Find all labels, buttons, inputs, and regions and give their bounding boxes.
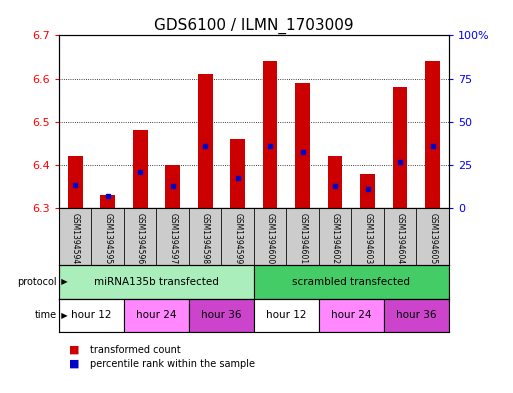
Bar [351,208,384,265]
Bar [124,208,156,265]
Bar [230,139,245,208]
Title: GDS6100 / ILMN_1703009: GDS6100 / ILMN_1703009 [154,18,354,34]
Text: GSM1394595: GSM1394595 [103,213,112,264]
Bar [319,208,351,265]
Text: time: time [34,310,56,320]
Text: ▶: ▶ [56,277,68,286]
Bar [101,195,115,208]
Text: percentile rank within the sample: percentile rank within the sample [90,358,255,369]
Bar [417,208,449,265]
Text: ▶: ▶ [56,311,68,320]
Bar [222,208,254,265]
Bar [384,299,449,332]
Bar [254,299,319,332]
Bar [263,61,278,208]
Bar [189,208,222,265]
Bar [91,208,124,265]
Bar [360,174,375,208]
Bar [59,299,124,332]
Text: hour 12: hour 12 [266,310,307,320]
Bar [425,61,440,208]
Text: hour 12: hour 12 [71,310,112,320]
Bar [328,156,343,208]
Bar [254,265,449,299]
Text: hour 24: hour 24 [136,310,176,320]
Text: transformed count: transformed count [90,345,181,355]
Text: GSM1394600: GSM1394600 [266,213,274,264]
Bar [189,299,254,332]
Text: GSM1394597: GSM1394597 [168,213,177,264]
Text: hour 36: hour 36 [201,310,242,320]
Text: protocol: protocol [17,277,56,287]
Bar [295,83,310,208]
Text: miRNA135b transfected: miRNA135b transfected [94,277,219,287]
Bar [59,265,254,299]
Text: hour 24: hour 24 [331,310,371,320]
Bar [124,299,189,332]
Bar [254,208,286,265]
Bar [286,208,319,265]
Text: hour 36: hour 36 [396,310,437,320]
Text: ■: ■ [69,358,80,369]
Text: GSM1394598: GSM1394598 [201,213,210,264]
Bar [156,208,189,265]
Bar [68,156,83,208]
Bar [59,208,91,265]
Text: scrambled transfected: scrambled transfected [292,277,410,287]
Text: ■: ■ [69,345,80,355]
Bar [384,208,417,265]
Bar [198,74,212,208]
Text: GSM1394594: GSM1394594 [71,213,80,264]
Text: GSM1394604: GSM1394604 [396,213,405,264]
Text: GSM1394601: GSM1394601 [298,213,307,264]
Bar [133,130,148,208]
Bar [165,165,180,208]
Text: GSM1394596: GSM1394596 [136,213,145,264]
Text: GSM1394603: GSM1394603 [363,213,372,264]
Bar [393,87,407,208]
Text: GSM1394605: GSM1394605 [428,213,437,264]
Bar [319,299,384,332]
Text: GSM1394602: GSM1394602 [331,213,340,264]
Text: GSM1394599: GSM1394599 [233,213,242,264]
